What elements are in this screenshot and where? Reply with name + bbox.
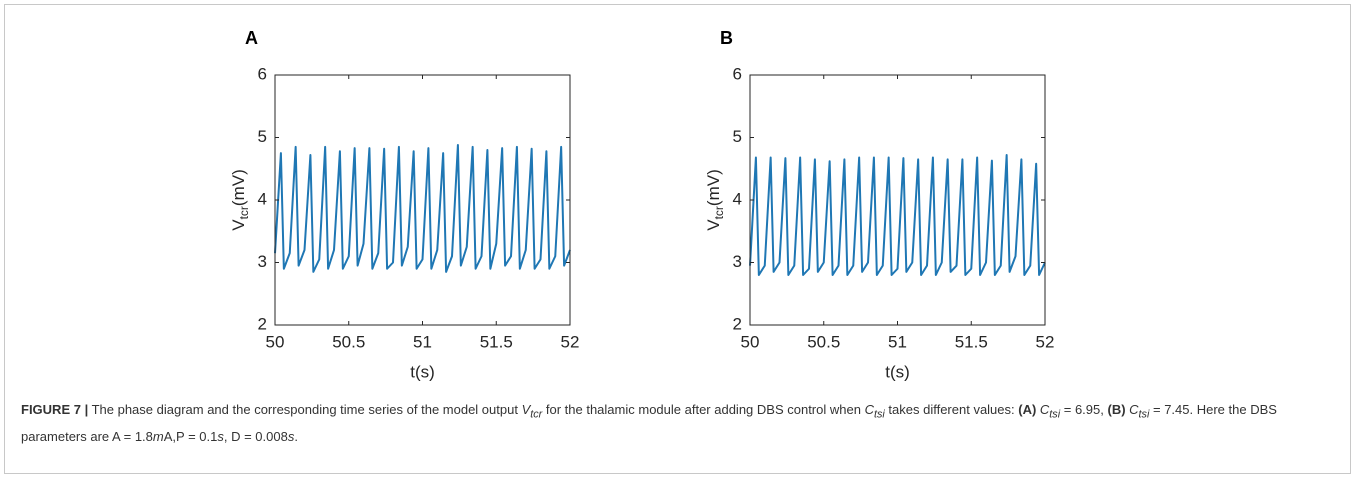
y-tick-label: 6 — [733, 64, 742, 83]
caption-text: C — [864, 402, 874, 417]
y-tick-label: 5 — [733, 127, 742, 146]
caption-text: tsi — [873, 408, 885, 421]
x-axis-label: t(s) — [410, 362, 435, 381]
caption-text: = 6.95, — [1060, 402, 1108, 417]
x-axis-label: t(s) — [885, 362, 910, 381]
y-tick-label: 3 — [258, 252, 267, 271]
caption-text: The phase diagram and the corresponding … — [88, 402, 522, 417]
y-axis-label-part: V — [229, 219, 248, 231]
caption-text: V — [521, 402, 531, 417]
y-axis-label-part: tcr — [237, 206, 251, 219]
x-tick-label: 50 — [741, 332, 760, 351]
caption-text: s — [217, 428, 224, 444]
x-tick-label: 51 — [888, 332, 907, 351]
caption-text: , D = 0.008 — [223, 428, 288, 444]
caption-text: (A) — [1018, 402, 1037, 417]
y-tick-label: 4 — [733, 189, 742, 208]
y-tick-label: 2 — [733, 314, 742, 333]
x-tick-label: 50.5 — [807, 332, 840, 351]
caption-text: takes different values: — [884, 402, 1019, 417]
caption-label: FIGURE 7 | — [21, 402, 89, 417]
y-axis-label-part: V — [704, 219, 723, 231]
caption-text: (B) — [1107, 402, 1126, 417]
caption-text: = 7.45. Here the DBS parameters are A = … — [21, 402, 1281, 444]
caption-text: tcr — [530, 408, 543, 421]
x-tick-label: 50.5 — [332, 332, 365, 351]
y-tick-label: 5 — [258, 127, 267, 146]
y-tick-label: 4 — [258, 189, 267, 208]
y-tick-label: 3 — [733, 252, 742, 271]
figure: A 50 50.5 51 51.5 52 2 3 4 5 6 t(s) Vtcr(mV) B 50 50.5 5… — [4, 4, 1351, 474]
y-axis-label: Vtcr(mV) — [229, 169, 251, 231]
axes-box — [274, 74, 571, 326]
x-tick-label: 51 — [413, 332, 432, 351]
y-tick-label: 2 — [258, 314, 267, 333]
caption-text: tsi — [1049, 408, 1061, 421]
panel-label: B — [720, 28, 733, 48]
x-tick-label: 50 — [266, 332, 285, 351]
caption-text: C — [1036, 402, 1050, 417]
axes-box — [749, 74, 1046, 326]
x-tick-label: 52 — [1036, 332, 1055, 351]
caption-text: A,P = 0.1 — [163, 428, 218, 444]
x-tick-label: 51.5 — [955, 332, 988, 351]
x-tick-label: 51.5 — [480, 332, 513, 351]
y-axis-label-part: tcr — [712, 206, 726, 219]
y-axis-label-part: (mV) — [704, 169, 723, 206]
y-tick-label: 6 — [258, 64, 267, 83]
caption-text: m — [152, 428, 164, 444]
y-axis-label: Vtcr(mV) — [704, 169, 726, 231]
data-line — [274, 144, 571, 273]
caption-text: for the thalamic module after adding DBS… — [542, 402, 865, 417]
y-axis-label-part: (mV) — [229, 169, 248, 206]
caption-text: C — [1125, 402, 1139, 417]
caption-text: tsi — [1138, 408, 1150, 421]
caption: FIGURE 7 | The phase diagram and the cor… — [21, 399, 1331, 448]
panel-label: A — [245, 28, 258, 48]
caption-text: . — [294, 428, 298, 444]
x-tick-label: 52 — [561, 332, 580, 351]
caption-text: s — [287, 428, 295, 444]
data-line — [749, 154, 1046, 276]
